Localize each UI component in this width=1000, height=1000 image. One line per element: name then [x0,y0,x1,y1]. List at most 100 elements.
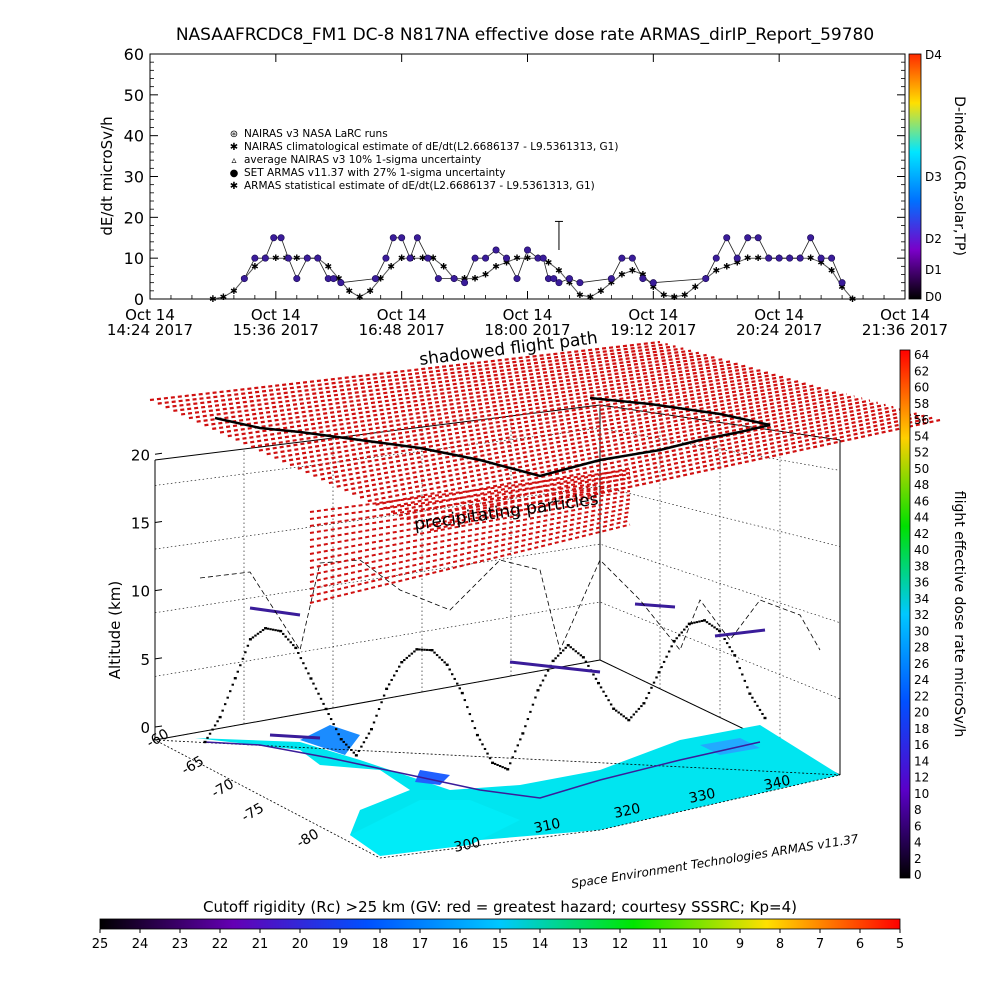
flight-trail [675,637,678,640]
nairas-point: ✱ [807,254,815,264]
3d-box-walls [154,404,841,776]
flight-trail [375,714,378,717]
flight-trail [685,625,689,628]
y-tick-label: 0 [134,290,144,309]
particle-lower-row [309,494,631,555]
y-tick-label: 20 [124,208,144,227]
flight-sample [551,659,555,663]
x-tick-label-date: Oct 14 [125,306,175,324]
longitude-tick-label: 340 [763,773,792,794]
dose-tick-label: 46 [914,494,929,508]
armas-series [240,234,846,287]
d-index-gradient [908,53,922,300]
armas-point [389,234,397,242]
flight-trail [574,650,578,653]
particle-filler [162,404,165,405]
armas-point [492,246,500,254]
armas-point [337,279,345,287]
nairas-point: ✱ [220,293,228,303]
altitude-tick-label: 10 [131,583,150,601]
y-tick-label: 30 [124,168,144,187]
flight-trail [665,655,668,658]
flight-trail [443,661,446,664]
wall-altitude-projection [199,559,821,652]
flight-trail [660,666,663,669]
dose-tick-label: 6 [914,819,922,833]
latitude-tick-label: -65 [179,753,207,778]
chart-title: NASAAFRCDC8_FM1 DC-8 N817NA effective do… [176,25,874,45]
armas-point [702,275,710,283]
flight-trail [337,733,340,736]
armas-point [607,275,615,283]
dose-tick-label: 22 [914,689,929,703]
armas-point [796,254,804,262]
flight-trail [390,678,393,681]
flight-sample [642,702,646,705]
flight-sample [339,738,343,741]
dose-tick-label: 26 [914,657,929,671]
flight-sample [718,629,722,633]
particle-row [320,388,832,481]
altitude-tick [154,520,163,523]
antarctica-map-floor [154,725,841,859]
flight-sample [369,727,373,731]
flight-trail [266,627,270,630]
particle-row [352,397,863,495]
armas-point [550,275,558,283]
flight-trail [365,736,368,739]
y-axis-label: dE/dt microSv/h [98,116,116,235]
flight-trail [458,687,461,690]
rc-tick-label: 22 [212,937,229,952]
flight-trail [529,710,532,713]
flight-trail [332,723,335,726]
y-axis-ticks: 0 10 20 30 40 50 60 [124,45,905,309]
flight-trail [239,664,242,667]
particle-row [305,384,816,474]
dose-tick-label: 24 [914,673,929,687]
flight-trail [483,747,487,750]
x-tick-label-date: Oct 14 [503,306,553,324]
armas-point [576,279,584,287]
flight-trail [579,654,583,657]
rc-tick-label: 21 [252,937,269,952]
flight-trail [423,648,426,651]
particle-lower-row [309,519,631,597]
x-tick-label-date: Oct 14 [754,306,804,324]
armas-point [330,275,338,283]
armas-point [382,254,390,262]
nairas-point: ✱ [754,254,762,264]
flight-trail [602,690,605,693]
flight-trail [678,634,681,637]
particle-lower-row [309,473,631,520]
particle-row [227,362,738,438]
flight-trail [758,708,762,711]
armas-point [314,254,322,262]
flight-sample [627,718,631,722]
nairas-point: ✱ [660,291,668,301]
longitude-tick-label: 310 [533,816,562,837]
flight-trail [647,691,651,694]
nairas-point: ✱ [293,254,301,264]
flight-trail [561,649,565,652]
rc-gradient [99,918,901,930]
flight-trail [516,744,519,747]
flight-trail [456,682,459,685]
armas-point [723,234,731,242]
x-tick-label-time: 18:00 2017 [484,321,570,339]
flight-sample [218,715,222,719]
flight-trail [667,650,671,653]
flight-trail [708,622,711,625]
legend-label: average NAIRAS v3 10% 1-sigma uncertaint… [244,154,481,166]
dose-tick-label: 62 [914,364,929,378]
nairas-point: ✱ [723,262,731,272]
rc-tick-label: 24 [132,937,149,952]
rc-tick-label: 11 [652,937,669,952]
nairas-point: ✱ [251,262,259,272]
flight-trail [751,696,754,699]
particle-row [344,395,855,492]
armas-point [471,254,479,262]
flight-trail [276,629,280,632]
flight-trail [440,658,444,661]
nairas-point: ✱ [545,258,553,268]
flight-trail [698,620,701,623]
